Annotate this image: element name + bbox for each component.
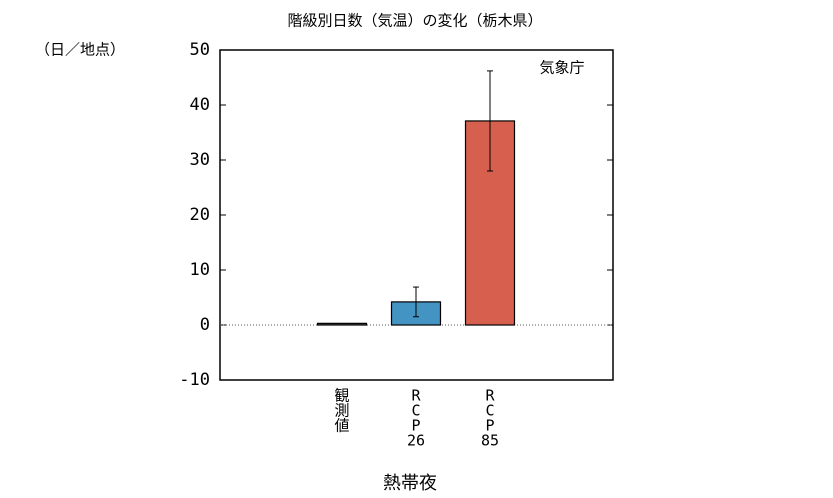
source: 気象庁: [539, 59, 584, 77]
y-tick-label: 40: [190, 95, 210, 115]
y-tick-label: 30: [190, 150, 210, 170]
x-tick-label: 値: [334, 417, 349, 435]
y-tick-label: 20: [190, 205, 210, 225]
x-axis-label: 熱帯夜: [383, 473, 437, 494]
y-unit: （日／地点）: [35, 41, 125, 59]
x-tick-label: P: [411, 417, 420, 435]
x-tick-label: P: [485, 417, 494, 435]
x-tick-label: C: [411, 402, 420, 420]
x-tick-label: 測: [334, 402, 349, 420]
bar: [316, 322, 368, 326]
x-tick-label: 26: [407, 432, 425, 450]
plot-frame: [219, 49, 614, 381]
x-tick-label: R: [411, 387, 421, 405]
y-tick-label: 10: [190, 260, 210, 280]
chart-title: 階級別日数（気温）の変化（栃木県）: [287, 12, 542, 30]
x-tick-label: 観: [334, 387, 349, 405]
y-tick-label: 50: [190, 40, 210, 60]
y-tick-label: -10: [179, 370, 210, 390]
x-tick-label: R: [485, 387, 495, 405]
x-tick-label: 85: [481, 432, 499, 450]
y-tick-label: 0: [200, 315, 210, 335]
x-tick-label: C: [485, 402, 494, 420]
